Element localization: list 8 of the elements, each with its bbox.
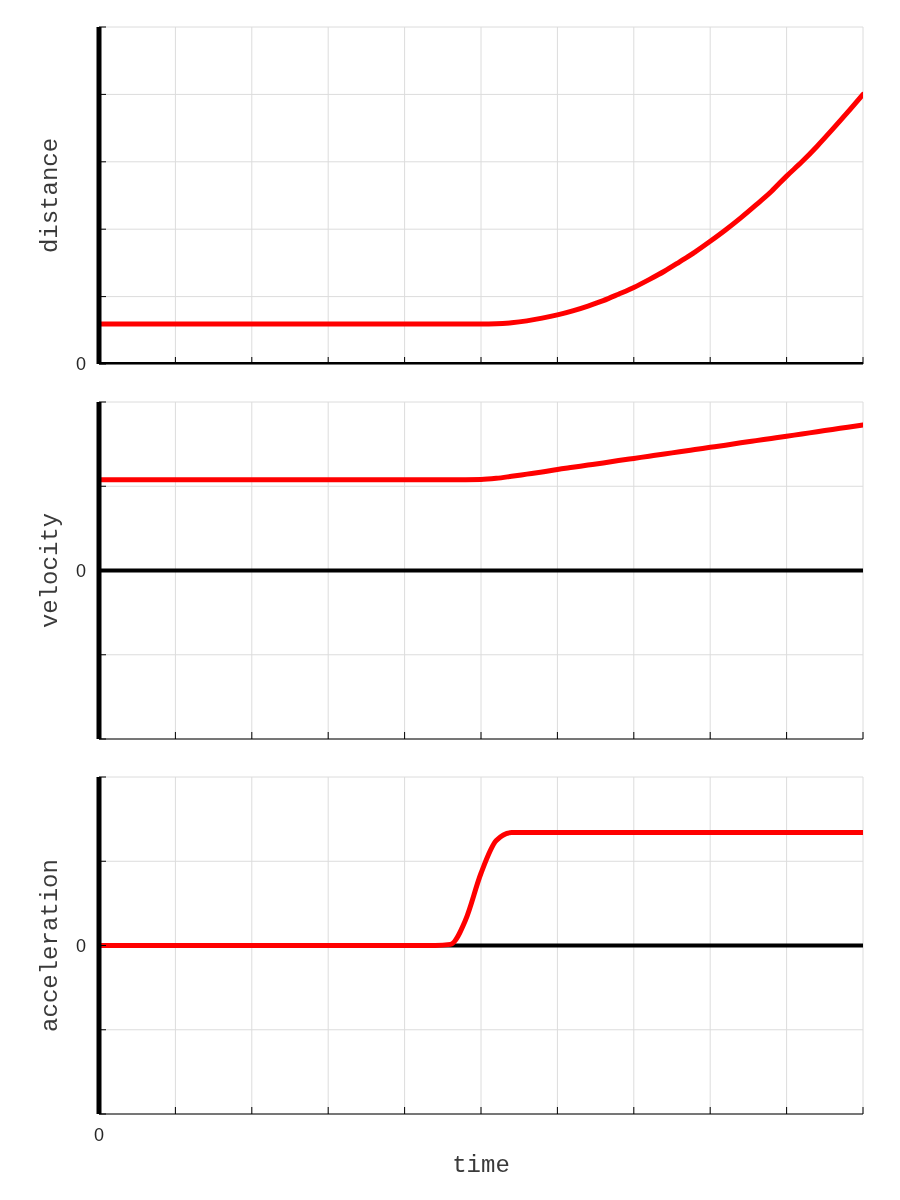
y-axis-title: velocity	[36, 512, 64, 629]
text: 0	[75, 354, 86, 375]
x-axis-title: time	[452, 1152, 510, 1179]
text: 0	[93, 1124, 105, 1145]
text: 0	[75, 935, 86, 956]
y-axis-title: distance	[36, 137, 64, 254]
y-axis-title: acceleration	[36, 859, 64, 1032]
text: 0	[75, 560, 86, 581]
